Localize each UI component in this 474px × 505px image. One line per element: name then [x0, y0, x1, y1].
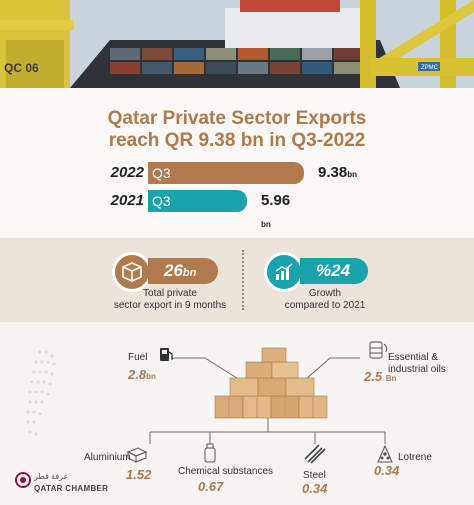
chemical-value: 0.67 [198, 479, 224, 494]
page-title: Qatar Private Sector Exports reach QR 9.… [0, 108, 474, 152]
products-section: Fuel 2.8bn Essential & industrial oils 2.… [0, 322, 474, 505]
chemical-bottle-icon [204, 443, 216, 463]
bar-quarter-label: Q3 [152, 193, 171, 209]
bar-value-label: 5.96 bn [261, 192, 291, 229]
total-value: 26 [164, 261, 183, 280]
bar-value-label: 9.38bn [318, 164, 357, 181]
lotrene-pile-icon [377, 444, 393, 463]
growth-pill: %24 [300, 258, 368, 284]
total-unit: bn [182, 267, 197, 279]
bar [148, 190, 247, 212]
box-icon [112, 252, 152, 292]
crane-label: QC 06 [4, 61, 39, 75]
bar-year-label: 2022 [110, 164, 144, 181]
title-line-1: Qatar Private Sector Exports [107, 108, 367, 129]
fuel-label: Fuel [128, 352, 148, 363]
growth-caption: Growth compared to 2021 [260, 288, 390, 312]
growth-chart-icon [264, 252, 304, 292]
oils-label: Essential & industrial oils [388, 352, 446, 375]
bar-year-label: 2021 [110, 192, 144, 209]
oils-value: 2.5 Bn [364, 369, 397, 384]
aluminium-value: 1.52 [126, 467, 152, 482]
qatar-chamber-logo-icon [15, 472, 31, 488]
chemical-label: Chemical substances [178, 466, 274, 477]
lotrene-value: 0.34 [374, 463, 400, 478]
total-export-pill: 26bn [148, 258, 218, 284]
total-caption: Total private sector export in 9 months [100, 288, 240, 312]
stats-divider [242, 250, 244, 310]
growth-caption-1: Growth [308, 288, 342, 299]
bar-quarter-label: Q3 [152, 165, 171, 181]
fuel-pump-icon [160, 348, 173, 361]
stats-band [0, 238, 474, 322]
lotrene-label: Lotrene [398, 452, 432, 463]
bar [148, 162, 304, 184]
total-caption-2: sector export in 9 months [113, 300, 227, 311]
total-caption-1: Total private [143, 288, 197, 299]
brand-arabic: غرفة قطر [34, 472, 68, 481]
ship-label: ZPMC [421, 65, 439, 71]
aluminium-label: Aluminium [84, 452, 131, 463]
aluminium-icon [126, 447, 148, 463]
brand-english: QATAR CHAMBER [34, 484, 109, 493]
oil-barrel-icon [369, 341, 388, 359]
steel-chain-icon [304, 444, 326, 464]
fuel-value: 2.8bn [128, 367, 156, 382]
growth-caption-2: compared to 2021 [284, 300, 366, 311]
steel-value: 0.34 [302, 481, 328, 496]
title-line-2: reach QR 9.38 bn in Q3-2022 [108, 130, 366, 151]
steel-label: Steel [303, 470, 326, 481]
hero-photo: ZPMC QC 06 [0, 0, 474, 88]
